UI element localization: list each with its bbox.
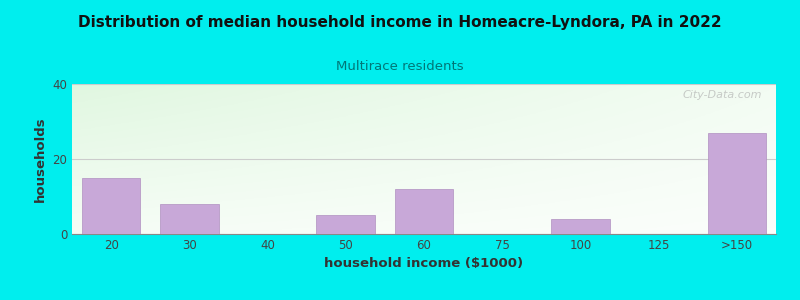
Bar <box>394 189 454 234</box>
Y-axis label: households: households <box>34 116 46 202</box>
Bar <box>82 178 141 234</box>
X-axis label: household income ($1000): household income ($1000) <box>325 257 523 270</box>
Bar <box>160 204 218 234</box>
Bar <box>551 219 610 234</box>
Text: City-Data.com: City-Data.com <box>682 90 762 100</box>
Text: Multirace residents: Multirace residents <box>336 60 464 73</box>
Bar <box>317 215 375 234</box>
Bar <box>707 133 766 234</box>
Text: Distribution of median household income in Homeacre-Lyndora, PA in 2022: Distribution of median household income … <box>78 15 722 30</box>
